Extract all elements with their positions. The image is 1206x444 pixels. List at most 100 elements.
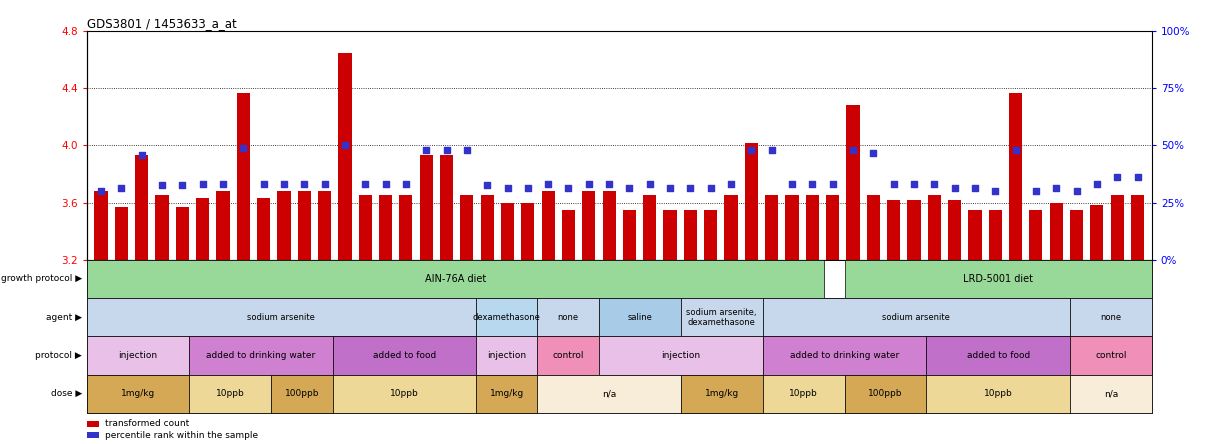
Bar [87,260,824,298]
Bar [599,298,680,337]
Point [579,180,598,187]
Bar [680,375,762,413]
Bar [257,198,270,260]
Bar [762,337,926,375]
Bar [948,200,961,260]
Text: dose ▶: dose ▶ [51,389,82,398]
Text: 10ppb: 10ppb [789,389,818,398]
Bar [989,210,1002,260]
Point [131,152,151,159]
Bar [844,375,926,413]
Point [112,185,131,192]
Point [213,180,233,187]
Bar [582,191,596,260]
Text: agent ▶: agent ▶ [46,313,82,322]
Point [193,180,212,187]
Bar [87,337,189,375]
Point [762,146,781,153]
Bar [420,155,433,260]
Bar [333,375,476,413]
Bar [87,375,189,413]
Bar [176,207,189,260]
Point [884,180,903,187]
Bar [87,298,1152,337]
Bar [115,207,128,260]
Text: sodium arsenite: sodium arsenite [883,313,950,322]
Point [1088,180,1107,187]
Bar [521,202,534,260]
Bar [762,375,844,413]
Bar [358,195,371,260]
Point [376,180,396,187]
Text: saline: saline [627,313,652,322]
Bar [189,375,271,413]
Bar [927,195,941,260]
Bar [680,298,762,337]
Text: injection: injection [661,351,701,360]
Bar [87,298,476,337]
Text: transformed count: transformed count [105,419,189,428]
Bar [135,155,148,260]
Bar [197,198,210,260]
Bar [318,191,332,260]
Bar [94,191,107,260]
Text: added to food: added to food [966,351,1030,360]
Bar [87,421,99,427]
Point [457,146,476,153]
Bar [379,195,392,260]
Point [1107,173,1126,180]
Bar [399,195,412,260]
Point [822,180,842,187]
Text: protocol ▶: protocol ▶ [35,351,82,360]
Point [152,182,171,189]
Bar [603,191,616,260]
Bar [765,195,778,260]
Text: n/a: n/a [1103,389,1118,398]
Point [498,185,517,192]
Point [519,185,538,192]
Point [1047,185,1066,192]
Text: control: control [1095,351,1126,360]
Bar [1070,375,1152,413]
Point [172,182,192,189]
Text: control: control [552,351,584,360]
Bar [643,195,656,260]
Bar [704,210,718,260]
Bar [663,210,677,260]
Point [539,180,558,187]
Point [946,185,965,192]
Point [640,180,660,187]
Bar [87,375,1152,413]
Bar [684,210,697,260]
Bar [500,202,514,260]
Bar [461,195,474,260]
Bar [1090,206,1103,260]
Point [416,146,435,153]
Bar [87,337,1152,375]
Bar [476,337,538,375]
Bar [725,195,738,260]
Bar [968,210,982,260]
Bar [847,105,860,260]
Point [783,180,802,187]
Text: 10ppb: 10ppb [984,389,1013,398]
Bar [216,191,229,260]
Text: 1mg/kg: 1mg/kg [490,389,523,398]
Point [904,180,924,187]
Text: 1mg/kg: 1mg/kg [121,389,156,398]
Bar [236,92,250,260]
Text: LRD-5001 diet: LRD-5001 diet [964,274,1034,284]
Bar [189,337,333,375]
Bar [339,52,351,260]
Point [1128,173,1147,180]
Text: n/a: n/a [602,389,616,398]
Text: 1mg/kg: 1mg/kg [704,389,739,398]
Bar [844,260,1152,298]
Bar [298,191,311,260]
Point [925,180,944,187]
Point [680,185,699,192]
Bar [1070,210,1083,260]
Bar [1111,195,1124,260]
Point [356,180,375,187]
Bar [87,432,99,438]
